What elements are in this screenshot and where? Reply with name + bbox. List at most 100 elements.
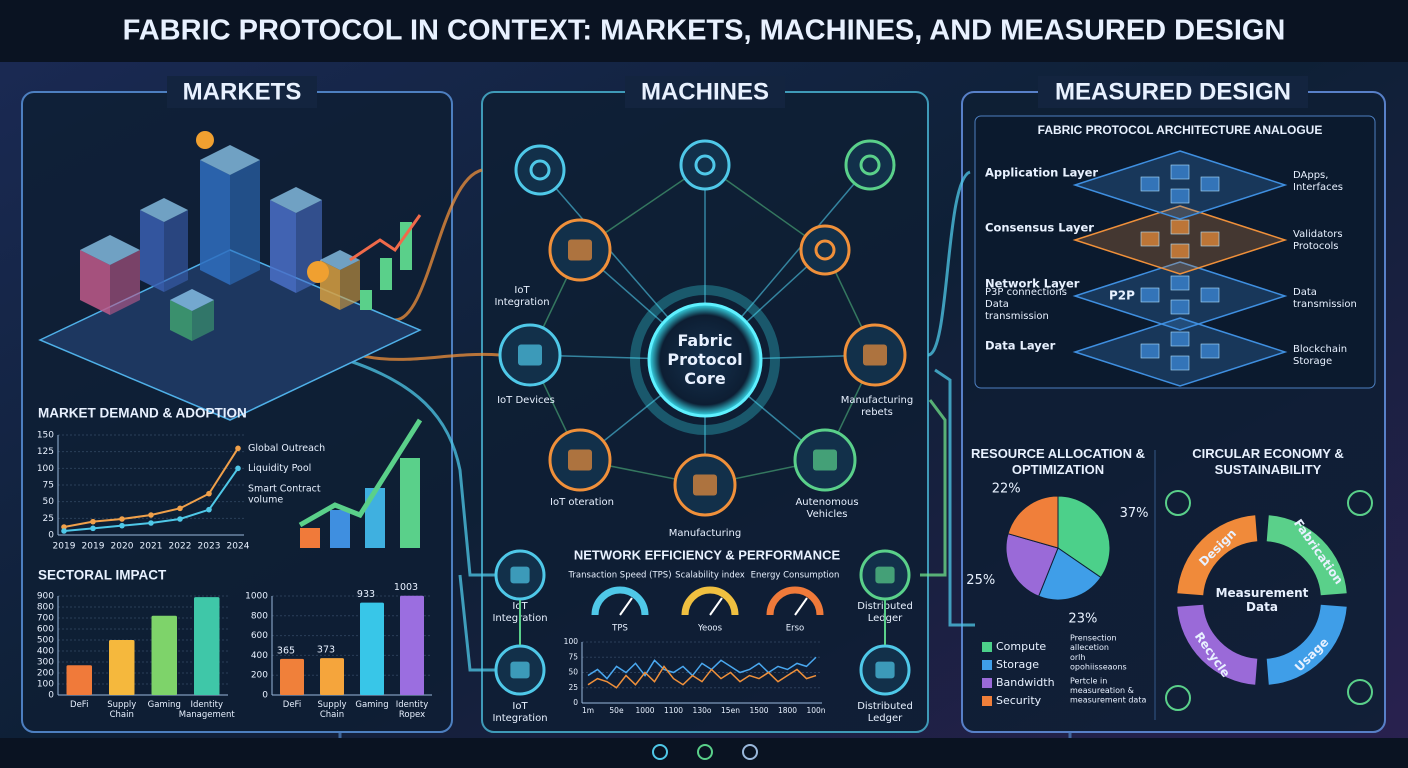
data-line bbox=[587, 656, 817, 680]
layer-name: Consensus Layer bbox=[985, 221, 1094, 235]
layer-block bbox=[1140, 287, 1160, 303]
footer-icon bbox=[652, 744, 668, 760]
building bbox=[140, 210, 164, 292]
data-point bbox=[177, 516, 183, 522]
y-tick-label: 600 bbox=[37, 625, 54, 635]
node-icon bbox=[568, 239, 592, 261]
gauge-title: Transaction Speed (TPS) bbox=[567, 571, 671, 581]
gauge-arc bbox=[766, 586, 824, 616]
x-tick-label: 2019 bbox=[53, 542, 76, 552]
y-tick-label: 0 bbox=[262, 691, 268, 701]
flow-line bbox=[934, 368, 975, 627]
x-tick-label: 1500 bbox=[749, 706, 768, 715]
data-point bbox=[61, 524, 67, 530]
x-tick-label: Identity Management bbox=[179, 700, 236, 720]
y-tick-label: 800 bbox=[37, 603, 54, 613]
x-tick-label: 2023 bbox=[198, 542, 221, 552]
note: Prensection allecetion orlh opohiisseaons bbox=[1070, 633, 1127, 671]
core-glow bbox=[630, 285, 780, 435]
node-icon bbox=[693, 474, 717, 496]
layer-block bbox=[1200, 287, 1220, 303]
cycle-arc bbox=[1266, 604, 1347, 685]
gauge-arc bbox=[591, 586, 649, 616]
y-tick-label: 50 bbox=[43, 497, 55, 507]
y-tick-label: 0 bbox=[573, 698, 578, 707]
x-tick-label: 15en bbox=[721, 706, 740, 715]
data-point bbox=[148, 520, 154, 526]
data-label: 365 bbox=[277, 645, 295, 656]
building bbox=[110, 250, 140, 315]
layer-note: Data transmission bbox=[1293, 287, 1357, 310]
panel-heading-bg bbox=[1038, 76, 1308, 108]
data-point bbox=[90, 518, 96, 525]
legend-label: Liquidity Pool bbox=[248, 463, 311, 474]
y-tick-label: 500 bbox=[37, 636, 54, 646]
data-label: 373 bbox=[317, 645, 335, 656]
bar bbox=[151, 615, 177, 695]
eco-icon bbox=[1165, 685, 1191, 711]
layer-block bbox=[1140, 343, 1160, 359]
bar bbox=[280, 658, 304, 695]
node-icon bbox=[568, 449, 592, 471]
node-icon bbox=[510, 661, 530, 679]
y-tick-label: 900 bbox=[37, 592, 54, 602]
legend-label: Compute bbox=[996, 640, 1046, 653]
legend-swatch bbox=[982, 696, 992, 706]
chart-title: RESOURCE ALLOCATION & OPTIMIZATION bbox=[971, 447, 1145, 478]
layer-plate bbox=[1072, 261, 1288, 331]
building bbox=[230, 160, 260, 285]
machine-node bbox=[679, 139, 731, 191]
gauge-label: TPS bbox=[611, 624, 628, 634]
legend-label: Global Outreach bbox=[248, 443, 325, 454]
page-title: FABRIC PROTOCOL IN CONTEXT: MARKETS, MAC… bbox=[123, 15, 1286, 47]
deco-bar bbox=[330, 510, 350, 548]
layer-name: Network Layer bbox=[985, 277, 1080, 291]
y-tick-label: 400 bbox=[37, 647, 54, 657]
node-label: IoT oteration bbox=[550, 497, 614, 508]
y-tick-label: 50 bbox=[568, 668, 578, 677]
chart-title: SECTORAL IMPACT bbox=[38, 568, 167, 583]
x-tick-label: Identity Ropex bbox=[396, 700, 429, 720]
data-point bbox=[235, 445, 241, 452]
y-tick-label: 800 bbox=[251, 611, 268, 621]
data-point bbox=[206, 506, 212, 513]
node-label: Autenomous Vehicles bbox=[795, 497, 858, 520]
x-tick-label: 2020 bbox=[111, 542, 134, 552]
building bbox=[140, 198, 188, 222]
x-tick-label: 2021 bbox=[140, 542, 163, 552]
layer-note: Validators Protocols bbox=[1293, 229, 1343, 252]
y-tick-label: 150 bbox=[37, 431, 54, 441]
layer-block bbox=[1170, 219, 1190, 235]
bar bbox=[109, 640, 135, 695]
gauge-label: Erso bbox=[786, 624, 805, 634]
node-icon bbox=[813, 449, 837, 471]
y-tick-label: 1000 bbox=[245, 592, 268, 602]
deco-bar bbox=[400, 458, 420, 548]
y-tick-label: 75 bbox=[43, 481, 54, 491]
bar bbox=[320, 658, 344, 695]
layer-block bbox=[1140, 231, 1160, 247]
data-label: 37% bbox=[1120, 506, 1149, 521]
data-label: 1003 bbox=[394, 582, 418, 593]
pie-slice bbox=[1007, 495, 1059, 549]
chart-title: MARKET DEMAND & ADOPTION bbox=[38, 406, 247, 421]
node-icon bbox=[529, 159, 551, 181]
panel-heading: MACHINES bbox=[641, 78, 769, 105]
mini-bar bbox=[400, 222, 412, 270]
building bbox=[80, 235, 140, 265]
layer-name: Data Layer bbox=[985, 339, 1056, 353]
building bbox=[164, 210, 188, 292]
coin bbox=[307, 261, 329, 283]
coin bbox=[196, 131, 214, 149]
machine-node bbox=[844, 139, 896, 191]
section-title: FABRIC PROTOCOL ARCHITECTURE ANALOGUE bbox=[1038, 123, 1323, 137]
eco-icon bbox=[1347, 490, 1373, 516]
building bbox=[200, 145, 260, 175]
building bbox=[200, 160, 230, 285]
gauge-title: Scalability index bbox=[675, 571, 745, 581]
x-tick-label: 100n bbox=[806, 706, 825, 715]
